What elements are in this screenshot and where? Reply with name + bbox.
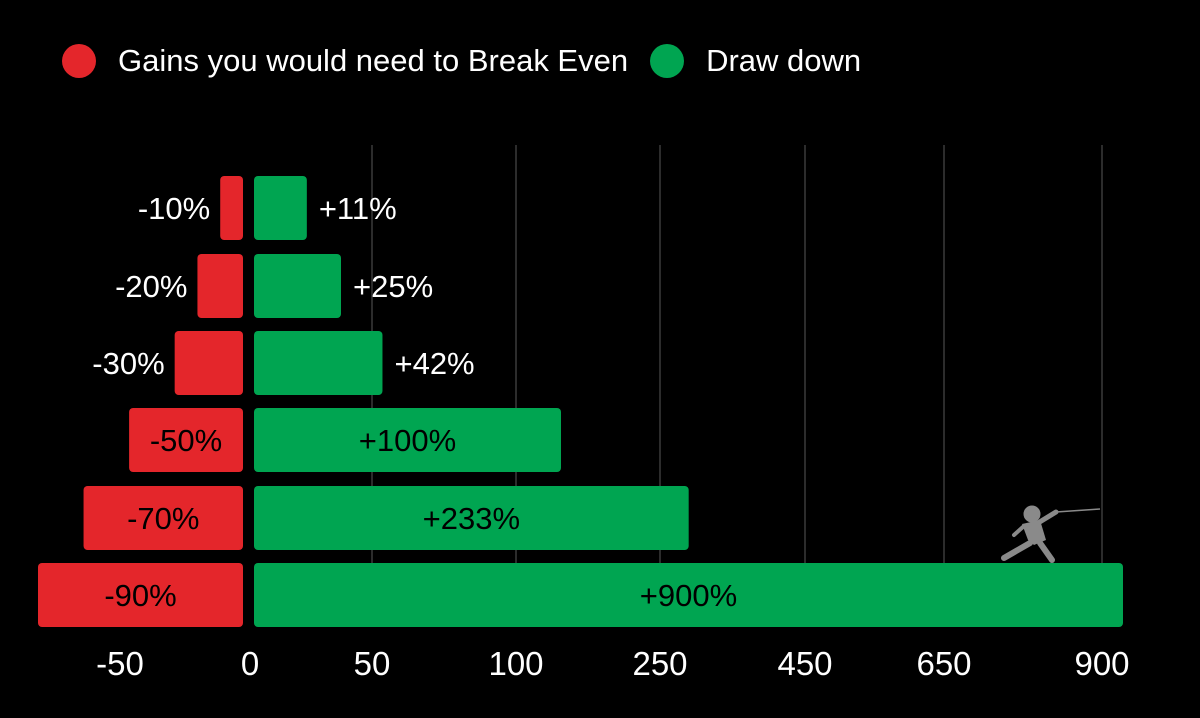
x-tick-label: -50: [96, 645, 144, 682]
bar-draw-down: [254, 331, 383, 395]
bar-label-draw-down: +11%: [319, 191, 397, 226]
bar-label-draw-down: +42%: [394, 346, 474, 381]
legend-swatch-red: [62, 44, 96, 78]
bar-label-break-even: -50%: [150, 423, 222, 458]
chart-legend: Gains you would need to Break Even Draw …: [62, 40, 883, 82]
x-tick-label: 650: [916, 645, 971, 682]
bar-break-even: [197, 254, 243, 318]
x-tick-label: 0: [241, 645, 259, 682]
bar-draw-down: [254, 486, 689, 550]
bar-label-break-even: -90%: [104, 578, 176, 613]
bar-label-draw-down: +25%: [353, 269, 433, 304]
bar-break-even: [174, 331, 243, 395]
x-tick-label: 50: [354, 645, 391, 682]
fencer-silhouette-icon: [1001, 505, 1101, 563]
legend-label-draw-down: Draw down: [706, 43, 862, 78]
bar-draw-down: [254, 254, 341, 318]
x-tick-label: 450: [777, 645, 832, 682]
bar-draw-down: [254, 176, 307, 240]
bar-break-even: [83, 486, 243, 550]
legend-item-break-even: Gains you would need to Break Even: [62, 43, 628, 79]
bar-break-even: [220, 176, 243, 240]
bar-label-break-even: -10%: [138, 191, 210, 226]
bar-draw-down: [254, 408, 561, 472]
bar-label-break-even: -70%: [127, 501, 199, 536]
x-tick-label: 900: [1074, 645, 1129, 682]
legend-swatch-green: [650, 44, 685, 78]
x-tick-label: 250: [632, 645, 687, 682]
bar-break-even: [129, 408, 243, 472]
bar-label-draw-down: +900%: [640, 578, 737, 613]
bar-draw-down: [254, 563, 1123, 627]
bar-label-break-even: -20%: [115, 269, 187, 304]
bar-label-draw-down: +233%: [423, 501, 520, 536]
x-tick-label: 100: [488, 645, 543, 682]
bar-label-draw-down: +100%: [359, 423, 456, 458]
bar-label-break-even: -30%: [92, 346, 164, 381]
bar-break-even: [38, 563, 243, 627]
legend-label-break-even: Gains you would need to Break Even: [118, 43, 629, 78]
legend-item-draw-down: Draw down: [650, 43, 861, 79]
